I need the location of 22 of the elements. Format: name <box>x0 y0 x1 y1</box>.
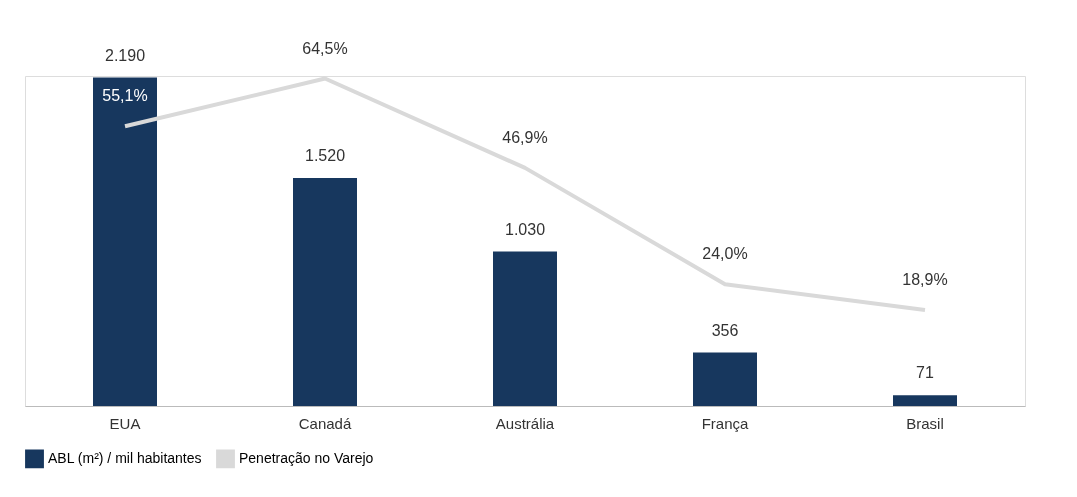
x-tick-label: Brasil <box>906 414 944 432</box>
bar <box>93 77 157 406</box>
data-label: 46,9% <box>502 128 548 146</box>
bar <box>293 178 357 406</box>
data-label: 2.190 <box>104 46 146 64</box>
data-label: 64,5% <box>302 39 348 57</box>
data-label: 18,9% <box>902 271 948 289</box>
legend-label: ABL (m²) / mil habitantes <box>48 449 202 466</box>
legend-label: Penetração no Varejo <box>239 449 374 466</box>
bar <box>493 251 557 406</box>
data-label: 1.030 <box>504 220 546 238</box>
x-tick-label: Canadá <box>298 414 352 432</box>
x-tick-label: EUA <box>109 414 141 432</box>
data-label: 24,0% <box>702 245 748 263</box>
bar <box>893 395 957 406</box>
data-label: 356 <box>711 321 739 339</box>
data-label: 71 <box>916 364 934 382</box>
x-tick-label: França <box>701 414 749 432</box>
data-label: 1.520 <box>304 147 346 164</box>
bar <box>693 352 757 406</box>
x-tick-label: Austrália <box>495 414 555 432</box>
data-label: 55,1% <box>102 87 148 105</box>
